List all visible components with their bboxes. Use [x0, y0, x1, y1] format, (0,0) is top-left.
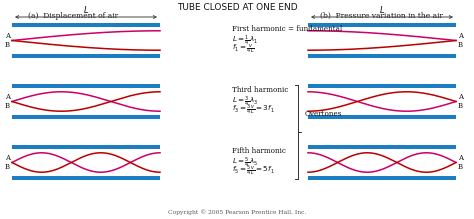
Bar — [12, 145, 160, 149]
Bar — [12, 27, 160, 54]
Bar — [12, 149, 160, 176]
Bar — [308, 54, 456, 58]
Text: (a)  Displacement of air: (a) Displacement of air — [28, 12, 118, 20]
Text: A: A — [458, 32, 463, 40]
Text: Copyright © 2005 Pearson Prentice Hall, Inc.: Copyright © 2005 Pearson Prentice Hall, … — [168, 209, 306, 215]
Text: B: B — [458, 102, 463, 110]
Bar — [12, 176, 160, 180]
Text: $L = \frac{5}{4}\lambda_5$: $L = \frac{5}{4}\lambda_5$ — [232, 156, 258, 170]
Bar — [308, 115, 456, 119]
Bar — [12, 84, 160, 88]
Text: (b)  Pressure variation in the air: (b) Pressure variation in the air — [320, 12, 444, 20]
Bar — [308, 88, 456, 115]
Text: $L$: $L$ — [83, 4, 89, 15]
Text: B: B — [458, 163, 463, 171]
Bar — [12, 54, 160, 58]
Text: $L$: $L$ — [379, 4, 385, 15]
Bar — [308, 145, 456, 149]
Bar — [308, 27, 456, 54]
Text: Overtones: Overtones — [305, 110, 342, 118]
Text: A: A — [458, 93, 463, 101]
Text: $L = \frac{1}{4}\lambda_1$: $L = \frac{1}{4}\lambda_1$ — [232, 34, 258, 48]
Bar — [308, 176, 456, 180]
Text: $f_3 = \frac{3v}{4L} = 3f_1$: $f_3 = \frac{3v}{4L} = 3f_1$ — [232, 103, 275, 117]
Text: B: B — [5, 163, 10, 171]
Text: TUBE CLOSED AT ONE END: TUBE CLOSED AT ONE END — [177, 3, 297, 12]
Text: B: B — [5, 102, 10, 110]
Text: $L = \frac{3}{4}\lambda_3$: $L = \frac{3}{4}\lambda_3$ — [232, 95, 258, 109]
Text: B: B — [5, 41, 10, 49]
Bar — [308, 84, 456, 88]
Bar — [12, 23, 160, 27]
Text: A: A — [458, 154, 463, 162]
Bar — [308, 23, 456, 27]
Text: $f_5 = \frac{5v}{4L} = 5f_1$: $f_5 = \frac{5v}{4L} = 5f_1$ — [232, 164, 275, 178]
Text: Fifth harmonic: Fifth harmonic — [232, 147, 286, 155]
Bar — [12, 88, 160, 115]
Text: $f_1 = \frac{v}{4L}$: $f_1 = \frac{v}{4L}$ — [232, 42, 255, 55]
Bar — [12, 115, 160, 119]
Text: A: A — [5, 93, 10, 101]
Bar — [308, 149, 456, 176]
Text: Third harmonic: Third harmonic — [232, 86, 288, 94]
Text: First harmonic = fundamental: First harmonic = fundamental — [232, 25, 342, 33]
Text: B: B — [458, 41, 463, 49]
Text: A: A — [5, 154, 10, 162]
Text: A: A — [5, 32, 10, 40]
